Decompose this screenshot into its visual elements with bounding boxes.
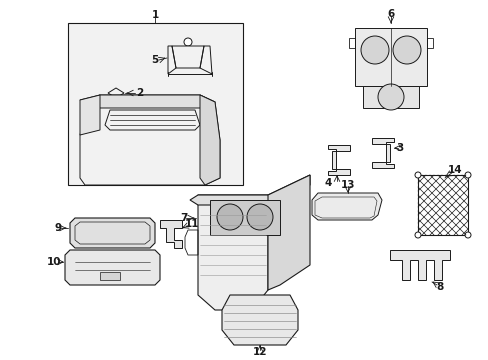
Text: 7: 7 [180, 213, 187, 223]
Circle shape [183, 38, 192, 46]
Polygon shape [209, 200, 280, 235]
Text: 8: 8 [435, 282, 443, 292]
Text: 3: 3 [396, 143, 403, 153]
Polygon shape [327, 145, 349, 175]
Text: 12: 12 [252, 347, 267, 357]
Text: 10: 10 [47, 257, 61, 267]
Polygon shape [311, 193, 381, 220]
Polygon shape [80, 95, 100, 135]
Polygon shape [198, 195, 267, 310]
Circle shape [246, 204, 272, 230]
Polygon shape [172, 46, 203, 68]
Circle shape [464, 172, 470, 178]
Polygon shape [100, 272, 120, 280]
Polygon shape [80, 95, 220, 185]
Text: 4: 4 [324, 178, 331, 188]
Text: 2: 2 [136, 88, 143, 98]
Polygon shape [354, 28, 426, 86]
Circle shape [360, 36, 388, 64]
Circle shape [414, 172, 420, 178]
Text: 13: 13 [340, 180, 354, 190]
Circle shape [464, 232, 470, 238]
Polygon shape [80, 95, 215, 108]
Polygon shape [267, 175, 309, 290]
Text: 5: 5 [151, 55, 158, 65]
Polygon shape [70, 218, 155, 248]
Circle shape [392, 36, 420, 64]
Polygon shape [190, 175, 309, 205]
Polygon shape [65, 250, 160, 285]
Circle shape [414, 232, 420, 238]
Circle shape [377, 84, 403, 110]
Circle shape [217, 204, 243, 230]
Polygon shape [362, 86, 418, 108]
Text: 11: 11 [184, 219, 199, 229]
Text: 9: 9 [54, 223, 61, 233]
Polygon shape [371, 138, 393, 168]
Polygon shape [222, 295, 297, 345]
Polygon shape [108, 88, 124, 98]
Text: 1: 1 [151, 10, 158, 20]
Text: 14: 14 [447, 165, 461, 175]
Polygon shape [200, 95, 220, 185]
Polygon shape [160, 220, 182, 248]
Text: 6: 6 [386, 9, 394, 19]
Polygon shape [389, 250, 449, 280]
Polygon shape [68, 23, 243, 185]
